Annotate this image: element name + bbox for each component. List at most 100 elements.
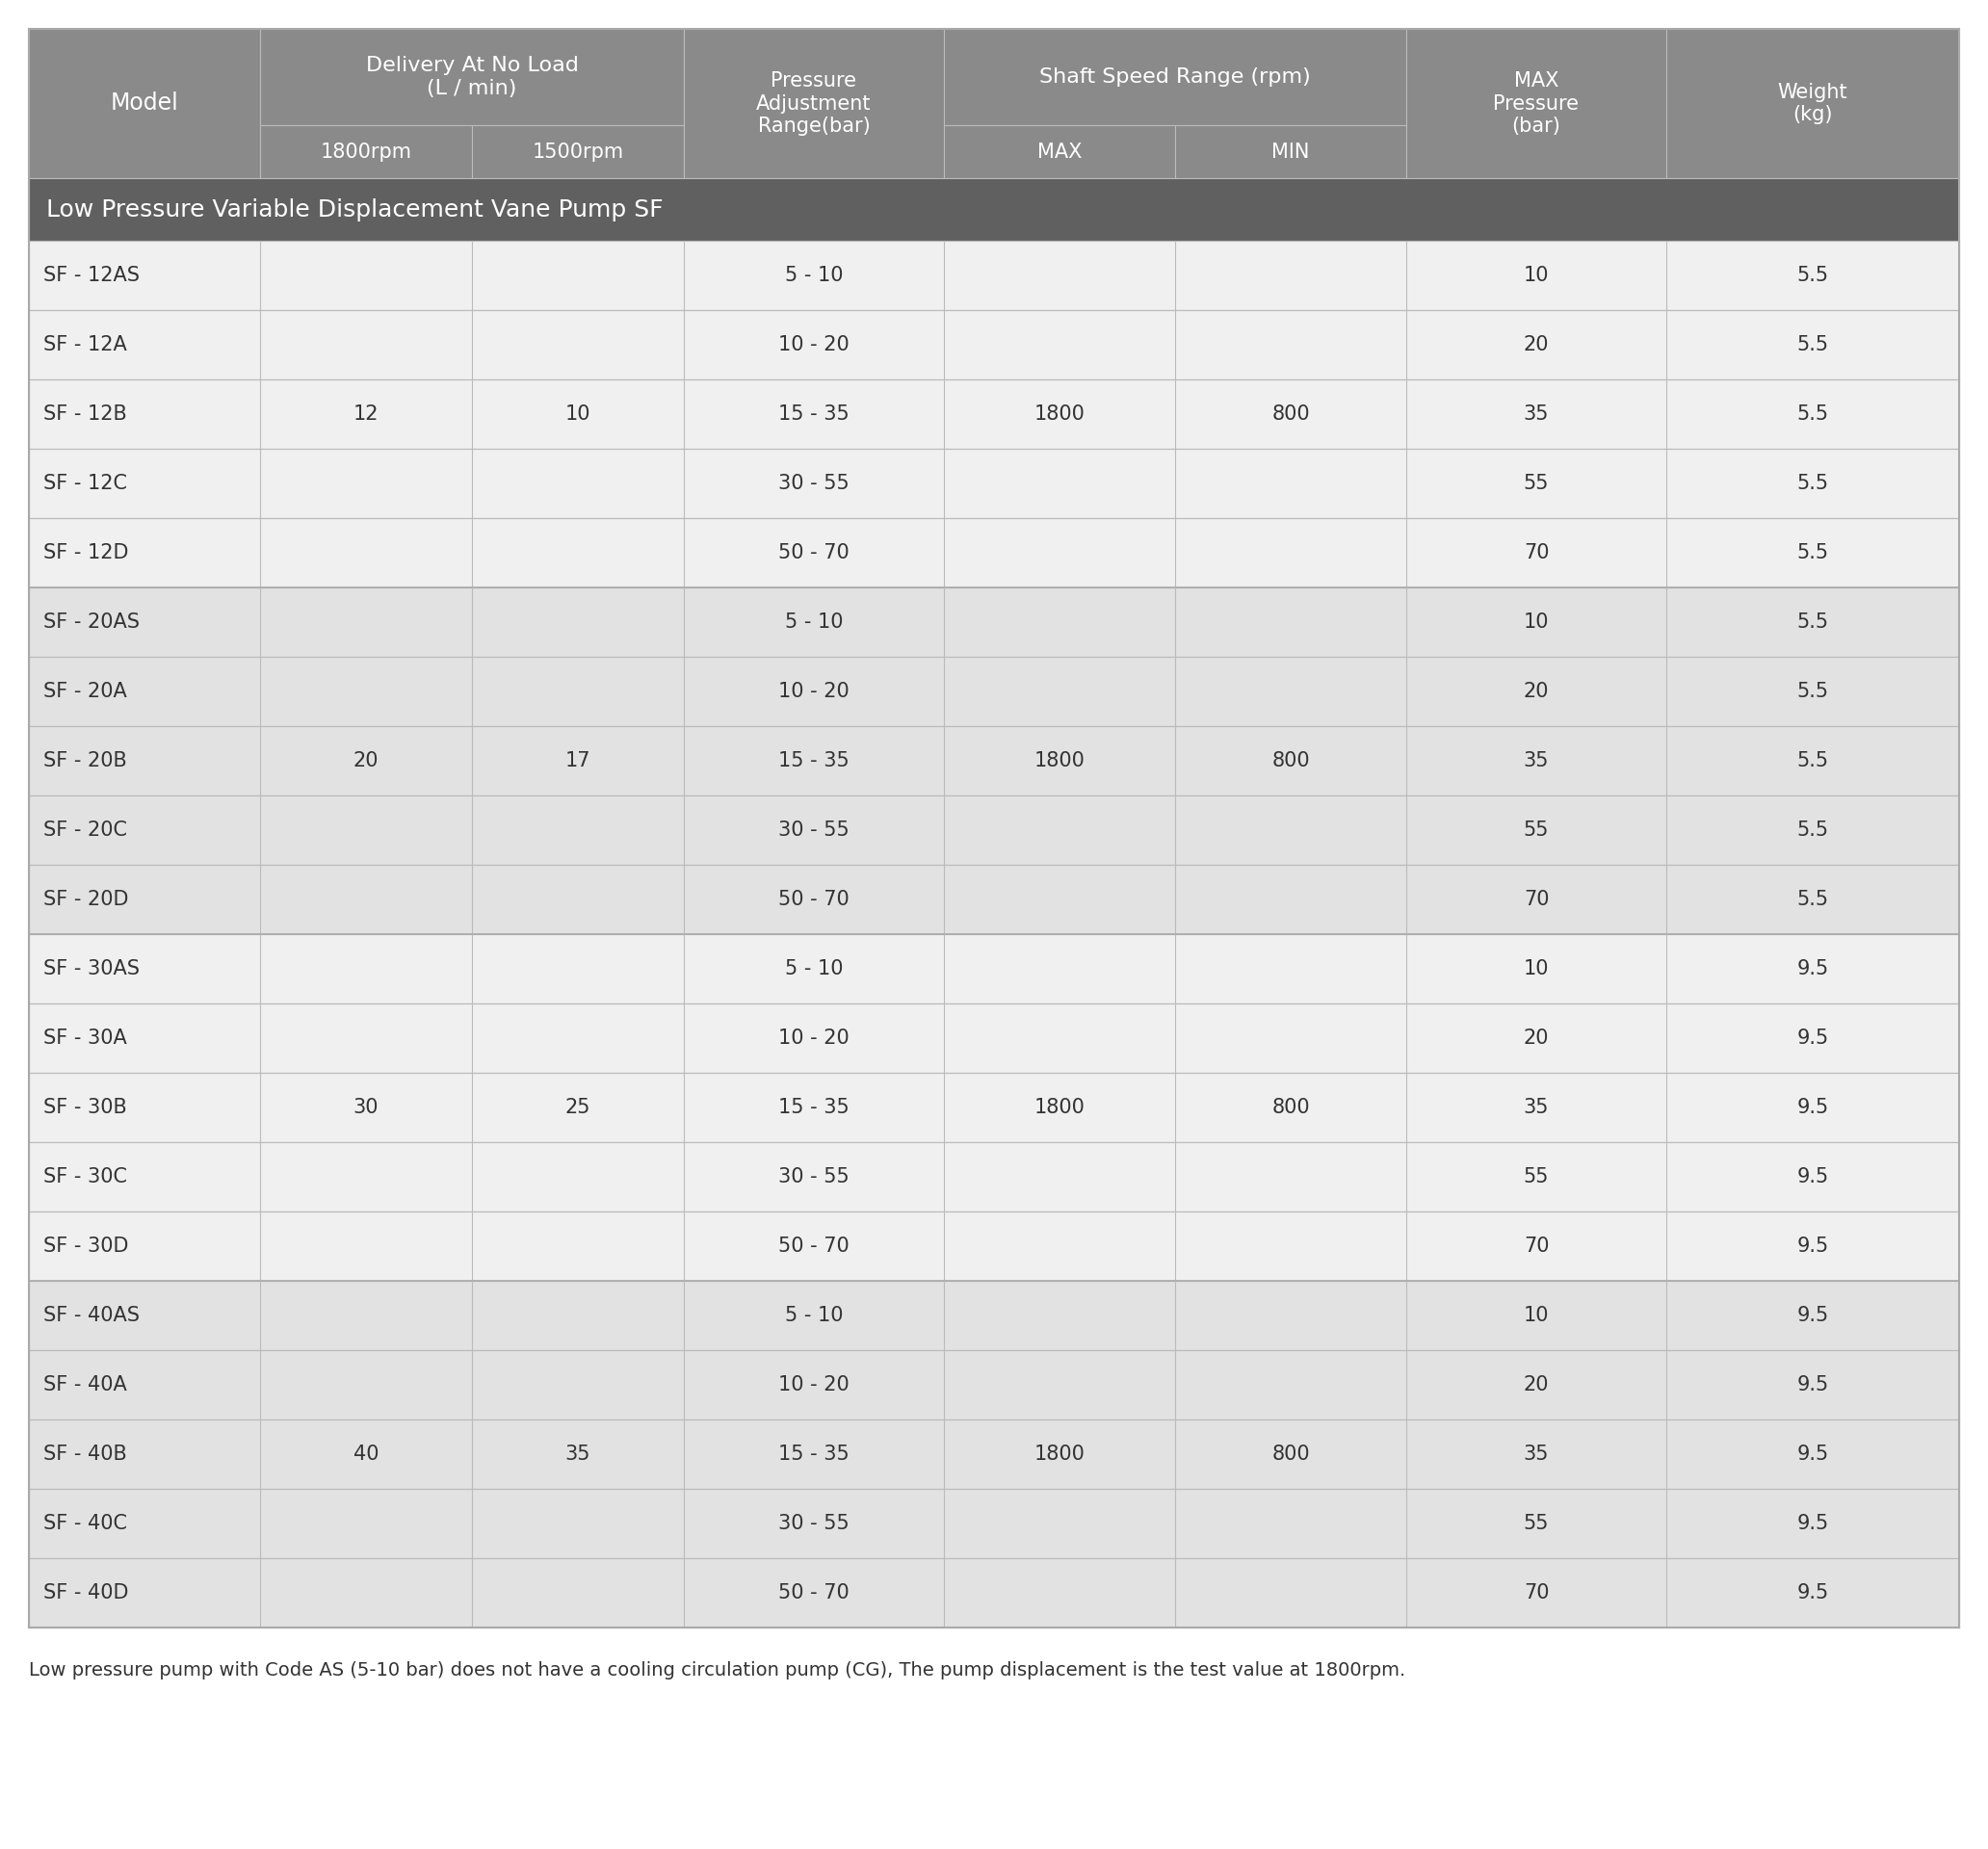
Text: 10 - 20: 10 - 20 — [779, 1028, 849, 1048]
Text: 30 - 55: 30 - 55 — [779, 1167, 849, 1187]
Text: 50 - 70: 50 - 70 — [779, 1237, 849, 1255]
Text: 5 - 10: 5 - 10 — [785, 960, 843, 978]
Text: 10: 10 — [1523, 960, 1549, 978]
Bar — [260, 30, 684, 126]
Text: 1800: 1800 — [1034, 1444, 1085, 1464]
Bar — [30, 795, 1958, 865]
Bar — [684, 30, 944, 178]
Text: SF - 20B: SF - 20B — [44, 751, 127, 771]
Bar — [30, 379, 1958, 449]
Text: SF - 40C: SF - 40C — [44, 1514, 127, 1533]
Text: SF - 30D: SF - 30D — [44, 1237, 129, 1255]
Text: 35: 35 — [1523, 1444, 1549, 1464]
Text: SF - 20A: SF - 20A — [44, 682, 127, 701]
Text: 9.5: 9.5 — [1797, 1237, 1829, 1255]
Text: 5.5: 5.5 — [1797, 473, 1829, 494]
Text: 50 - 70: 50 - 70 — [779, 889, 849, 910]
Bar — [30, 1004, 1958, 1072]
Text: 9.5: 9.5 — [1797, 1514, 1829, 1533]
Bar — [30, 934, 1958, 1004]
Text: 5.5: 5.5 — [1797, 544, 1829, 562]
Text: 20: 20 — [1523, 1376, 1549, 1394]
Bar — [260, 126, 471, 178]
Bar — [30, 30, 260, 178]
Text: 70: 70 — [1523, 1583, 1549, 1603]
Text: SF - 30AS: SF - 30AS — [44, 960, 139, 978]
Text: 35: 35 — [1523, 751, 1549, 771]
Text: 5.5: 5.5 — [1797, 266, 1829, 285]
Text: SF - 12A: SF - 12A — [44, 335, 127, 355]
Text: SF - 12B: SF - 12B — [44, 405, 127, 423]
Text: 1500rpm: 1500rpm — [533, 142, 624, 161]
Text: 5.5: 5.5 — [1797, 612, 1829, 632]
Text: MAX
Pressure
(bar): MAX Pressure (bar) — [1493, 72, 1578, 135]
Bar — [1666, 30, 1958, 178]
Bar — [30, 1488, 1958, 1559]
Text: 17: 17 — [565, 751, 590, 771]
Text: 1800: 1800 — [1034, 405, 1085, 423]
Text: SF - 12C: SF - 12C — [44, 473, 127, 494]
Bar — [30, 240, 1958, 311]
Text: 35: 35 — [1523, 405, 1549, 423]
Text: 5 - 10: 5 - 10 — [785, 266, 843, 285]
Bar — [30, 1350, 1958, 1420]
Text: 800: 800 — [1272, 405, 1310, 423]
Text: 20: 20 — [1523, 1028, 1549, 1048]
Text: 9.5: 9.5 — [1797, 1444, 1829, 1464]
Text: 5.5: 5.5 — [1797, 821, 1829, 839]
Text: 12: 12 — [354, 405, 380, 423]
Bar — [1175, 126, 1406, 178]
Text: 55: 55 — [1523, 473, 1549, 494]
Text: Model: Model — [111, 92, 179, 115]
Text: 25: 25 — [565, 1098, 590, 1117]
Text: 9.5: 9.5 — [1797, 1167, 1829, 1187]
Text: 15 - 35: 15 - 35 — [779, 1444, 849, 1464]
Text: 70: 70 — [1523, 544, 1549, 562]
Text: 1800: 1800 — [1034, 1098, 1085, 1117]
Text: SF - 20AS: SF - 20AS — [44, 612, 139, 632]
Text: 9.5: 9.5 — [1797, 1028, 1829, 1048]
Bar — [30, 1559, 1958, 1627]
Text: MAX: MAX — [1038, 142, 1081, 161]
Bar — [1406, 30, 1666, 178]
Text: 9.5: 9.5 — [1797, 1376, 1829, 1394]
Text: SF - 40B: SF - 40B — [44, 1444, 127, 1464]
Text: SF - 12D: SF - 12D — [44, 544, 129, 562]
Text: 10: 10 — [1523, 266, 1549, 285]
Text: 9.5: 9.5 — [1797, 1098, 1829, 1117]
Text: 10 - 20: 10 - 20 — [779, 682, 849, 701]
Text: SF - 40A: SF - 40A — [44, 1376, 127, 1394]
Text: Weight
(kg): Weight (kg) — [1777, 83, 1847, 124]
Text: 30: 30 — [354, 1098, 380, 1117]
Text: 5 - 10: 5 - 10 — [785, 1305, 843, 1326]
Text: SF - 30B: SF - 30B — [44, 1098, 127, 1117]
Bar — [30, 865, 1958, 934]
Text: 5.5: 5.5 — [1797, 682, 1829, 701]
Text: 10 - 20: 10 - 20 — [779, 1376, 849, 1394]
Text: 20: 20 — [1523, 682, 1549, 701]
Text: 40: 40 — [354, 1444, 380, 1464]
Bar — [471, 126, 684, 178]
Text: 1800rpm: 1800rpm — [320, 142, 412, 161]
Text: 5.5: 5.5 — [1797, 335, 1829, 355]
Text: 30 - 55: 30 - 55 — [779, 1514, 849, 1533]
Text: 9.5: 9.5 — [1797, 1305, 1829, 1326]
Bar — [30, 449, 1958, 518]
Bar — [30, 178, 1958, 240]
Text: SF - 40AS: SF - 40AS — [44, 1305, 139, 1326]
Text: 50 - 70: 50 - 70 — [779, 544, 849, 562]
Bar — [944, 126, 1175, 178]
Text: 10 - 20: 10 - 20 — [779, 335, 849, 355]
Text: 9.5: 9.5 — [1797, 1583, 1829, 1603]
Text: SF - 40D: SF - 40D — [44, 1583, 129, 1603]
Text: 50 - 70: 50 - 70 — [779, 1583, 849, 1603]
Bar — [30, 518, 1958, 588]
Bar — [30, 1072, 1958, 1143]
Text: SF - 30C: SF - 30C — [44, 1167, 127, 1187]
Text: 5.5: 5.5 — [1797, 889, 1829, 910]
Text: 20: 20 — [1523, 335, 1549, 355]
Text: Pressure
Adjustment
Range(bar): Pressure Adjustment Range(bar) — [755, 72, 871, 135]
Text: SF - 12AS: SF - 12AS — [44, 266, 139, 285]
Text: Delivery At No Load
(L / min): Delivery At No Load (L / min) — [366, 55, 579, 98]
Text: 30 - 55: 30 - 55 — [779, 473, 849, 494]
